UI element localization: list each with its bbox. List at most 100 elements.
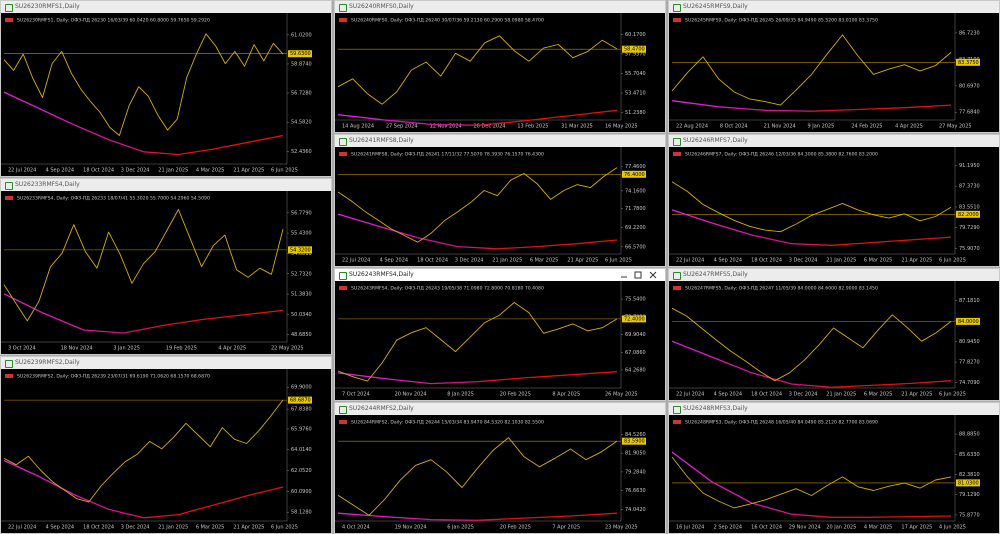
price-label: 87.3730 (959, 184, 980, 190)
price-line (3, 33, 284, 136)
date-label: 27 Sep 2024 (386, 124, 418, 130)
date-label: 16 Oct 2024 (751, 525, 782, 531)
chart-header: SU26233RMFS4, Daily: ОФЗ-ПД 26233 18/07/… (17, 196, 210, 202)
price-line (671, 181, 952, 233)
date-label: 26 Dec 2024 (474, 124, 506, 130)
date-label: 3 Dec 2024 (455, 258, 484, 264)
chart-header: SU26243RMFS4, Daily: ОФЗ-ПД 26243 19/05/… (351, 286, 544, 292)
date-label: 22 Aug 2024 (676, 124, 708, 130)
price-label: 88.8850 (959, 432, 980, 438)
date-label: 21 Jan 2025 (826, 392, 856, 398)
price-label: 75.8770 (959, 512, 980, 518)
chart-icon (339, 138, 347, 146)
price-label: 80.6970 (959, 83, 980, 89)
price-label: 79.2840 (625, 469, 646, 475)
chart-icon (339, 272, 347, 280)
window-title: SU26241RMFS8,Daily (335, 135, 665, 147)
current-price-box (622, 45, 646, 53)
date-label: 14 Aug 2024 (342, 124, 374, 130)
date-label: 18 Oct 2024 (751, 392, 782, 398)
chart-header: SU26239RMFS2, Daily: ОФЗ-ПД 26239 23/07/… (17, 374, 210, 380)
window-buttons (617, 269, 661, 286)
current-price: 76.4000 (624, 172, 645, 178)
date-label: 16 Jul 2024 (676, 525, 704, 531)
price-label: 67.0860 (625, 350, 646, 356)
date-label: 22 Jul 2024 (8, 525, 36, 531)
chart-header: SU26247RMFS5, Daily: ОФЗ-ПД 26247 11/05/… (685, 286, 878, 292)
date-label: 3 Dec 2024 (789, 258, 818, 264)
price-label: 58.8740 (291, 61, 312, 67)
date-label: 3 Dec 2024 (121, 168, 150, 174)
window-title: SU26247RMFS5,Daily (669, 269, 999, 281)
price-label: 64.0140 (291, 447, 312, 453)
date-label: 7 Oct 2024 (342, 392, 370, 398)
flag (673, 286, 681, 290)
date-label: 21 Apr 2025 (901, 392, 932, 398)
moving-average (671, 209, 952, 246)
chart-area: SU26241RMFS8, Daily: ОФЗ-ПД 26241 17/11/… (335, 147, 646, 264)
date-label: 4 Sep 2024 (380, 258, 409, 264)
date-label: 6 Jun 2025 (605, 258, 632, 264)
flag (339, 286, 347, 290)
date-label: 6 Jun 2025 (939, 258, 966, 264)
date-label: 21 Apr 2025 (233, 168, 264, 174)
current-price: 82.2000 (958, 212, 979, 218)
chart-icon (339, 4, 347, 12)
date-label: 20 Jan 2025 (826, 525, 856, 531)
price-label: 60.1700 (625, 32, 646, 38)
price-label: 50.0340 (291, 312, 312, 318)
price-label: 56.7790 (291, 210, 312, 216)
chart-header: SU26248RMFS3, Daily: ОФЗ-ПД 26248 16/05/… (685, 420, 878, 426)
price-label: 74.1600 (625, 188, 646, 194)
date-label: 6 Jun 2025 (271, 525, 298, 531)
price-label: 83.5510 (959, 204, 980, 210)
current-price: 54.3200 (290, 247, 311, 253)
date-label: 8 Jan 2025 (447, 392, 474, 398)
price-label: 56.7280 (291, 91, 312, 97)
price-label: 79.7290 (959, 225, 980, 231)
date-label: 8 Apr 2025 (552, 392, 580, 398)
price-label: 74.7090 (959, 380, 980, 386)
chart-area: SU26244RMFS2, Daily: ОФЗ-ПД 26244 15/03/… (335, 415, 646, 531)
flag (673, 420, 681, 424)
date-label: 4 Oct 2024 (342, 525, 370, 531)
window-title: SU26244RMFS2,Daily (335, 403, 665, 415)
date-label: 16 May 2025 (605, 124, 638, 130)
window-controls[interactable] (617, 269, 661, 281)
price-label: 55.7040 (625, 71, 646, 77)
price-label: 80.9450 (959, 339, 980, 345)
price-label: 75.9070 (959, 246, 980, 252)
date-label: 19 Nov 2024 (395, 525, 427, 531)
price-label: 55.4300 (291, 231, 312, 237)
flag (339, 152, 347, 156)
price-label: 91.1950 (959, 163, 980, 169)
price-label: 84.5260 (625, 432, 646, 438)
flag (673, 152, 681, 156)
flag (339, 420, 347, 424)
moving-average (3, 459, 284, 519)
chart-header: SU26230RMFS1, Daily: ОФЗ-ПД 26230 16/03/… (17, 18, 210, 24)
price-label: 53.4710 (625, 91, 646, 97)
price-label: 52.7320 (291, 271, 312, 277)
current-price-box (956, 58, 980, 66)
date-label: 20 Nov 2024 (395, 392, 427, 398)
date-label: 3 Dec 2024 (121, 525, 150, 531)
moving-average (671, 451, 952, 518)
date-label: 21 Jan 2025 (158, 168, 188, 174)
price-label: 52.4360 (291, 149, 312, 155)
date-label: 24 Feb 2025 (851, 124, 882, 130)
date-label: 4 Jun 2025 (939, 525, 966, 531)
moving-average (671, 100, 952, 112)
price-label: 67.8380 (291, 407, 312, 413)
chart-icon (339, 406, 347, 414)
chart-area: SU26248RMFS3, Daily: ОФЗ-ПД 26248 16/05/… (669, 415, 980, 531)
date-label: 19 Feb 2025 (166, 346, 197, 352)
chart-header: SU26245RMFS9, Daily: ОФЗ-ПД 26245 26/09/… (685, 18, 878, 24)
moving-average (337, 371, 618, 385)
price-label: 58.1280 (291, 510, 312, 516)
price-label: 77.8270 (959, 360, 980, 366)
date-label: 12 Nov 2024 (430, 124, 462, 130)
date-label: 4 Mar 2025 (864, 525, 893, 531)
moving-average (337, 213, 618, 250)
current-price-box (956, 210, 980, 218)
